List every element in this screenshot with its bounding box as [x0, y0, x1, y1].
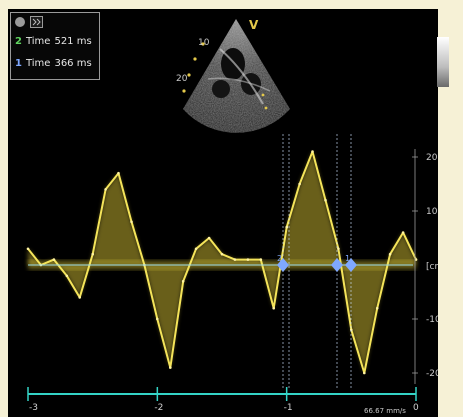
- velocity-point: [207, 236, 211, 240]
- depth-label: 10: [198, 38, 210, 48]
- velocity-point: [285, 225, 289, 229]
- velocity-point: [91, 252, 94, 256]
- time-tick-label: -1: [284, 403, 293, 413]
- cursor-handle[interactable]: [277, 258, 289, 272]
- time-cursors: 2 1: [277, 134, 357, 389]
- velocity-point: [233, 258, 237, 261]
- velocity-unit: [cm/s]: [426, 262, 438, 272]
- velocity-point: [259, 258, 263, 261]
- time-tick-label: 0: [413, 403, 419, 413]
- view-marker: V: [249, 18, 259, 32]
- depth-label: 20: [176, 74, 188, 84]
- velocity-point: [181, 279, 185, 283]
- measurement-toolbar: [11, 13, 99, 31]
- measurement-value: 366 ms: [54, 58, 92, 69]
- ultrasound-frame: 2 Time 521 ms 1 Time 366 ms: [8, 9, 438, 417]
- velocity-point: [156, 317, 159, 321]
- velocity-point: [169, 366, 172, 369]
- velocity-point: [194, 247, 198, 251]
- cursor-label: 1: [345, 254, 350, 263]
- measurement-label: Time: [25, 36, 51, 47]
- measurement-row[interactable]: 2 Time 521 ms: [11, 31, 99, 53]
- time-tick-label: -2: [154, 403, 163, 413]
- measurement-index: 2: [15, 36, 22, 47]
- echo-sector-image: 10 20 V: [176, 18, 290, 133]
- velocity-point: [78, 296, 81, 299]
- velocity-point: [220, 252, 224, 256]
- grayscale-bar: [437, 37, 449, 87]
- velocity-tick-label: -20: [426, 369, 438, 379]
- measurement-label: Time: [25, 58, 51, 69]
- velocity-point: [401, 231, 405, 234]
- probe-icon[interactable]: [30, 16, 43, 28]
- velocity-point: [52, 258, 56, 261]
- velocity-point: [65, 274, 69, 278]
- time-tick-label: -3: [29, 403, 38, 413]
- velocity-point: [298, 182, 301, 186]
- velocity-axis: 20 10 -10 -20: [412, 149, 438, 384]
- depth-scale: [182, 42, 268, 110]
- velocity-point: [311, 150, 314, 153]
- record-icon[interactable]: [14, 16, 26, 28]
- cursor-handle[interactable]: [345, 258, 357, 272]
- velocity-tick-label: 20: [426, 153, 438, 163]
- velocity-point: [324, 198, 327, 202]
- velocity-point: [104, 188, 107, 191]
- measurement-panel: 2 Time 521 ms 1 Time 366 ms: [10, 12, 100, 80]
- cursor-handle[interactable]: [331, 258, 343, 272]
- velocity-point: [388, 252, 392, 256]
- spectral-trace: [26, 150, 418, 375]
- velocity-point: [337, 247, 340, 251]
- measurement-row[interactable]: 1 Time 366 ms: [11, 53, 99, 75]
- velocity-tick-label: 10: [426, 207, 438, 217]
- velocity-point: [130, 220, 133, 224]
- time-axis: -3 -2 -1 0: [27, 387, 419, 413]
- cursor-label: 2: [277, 254, 282, 263]
- velocity-point: [117, 171, 120, 175]
- velocity-tick-label: -10: [426, 315, 438, 325]
- measurement-index: 1: [15, 58, 22, 69]
- velocity-point: [246, 258, 250, 261]
- velocity-point: [363, 371, 366, 375]
- velocity-point: [272, 306, 276, 310]
- measurement-value: 521 ms: [54, 36, 92, 47]
- velocity-point: [26, 247, 30, 251]
- velocity-point: [375, 306, 379, 310]
- sweep-speed: 66.67 mm/s: [364, 407, 406, 415]
